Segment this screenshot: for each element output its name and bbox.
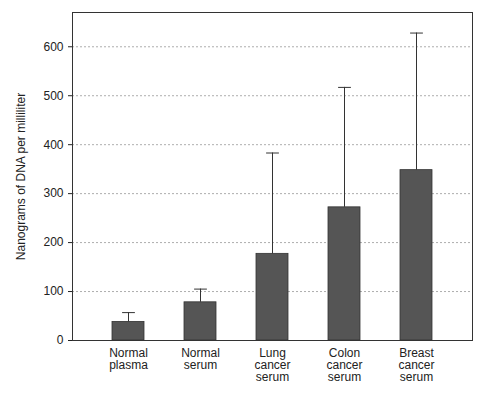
svg-text:Normalserum: Normalserum: [181, 346, 220, 372]
svg-text:Nanograms of DNA per millilite: Nanograms of DNA per milliliter: [14, 93, 28, 260]
svg-text:200: 200: [43, 235, 63, 249]
svg-text:Breastcancerserum: Breastcancerserum: [398, 346, 434, 384]
svg-text:600: 600: [43, 40, 63, 54]
svg-text:Lungcancerserum: Lungcancerserum: [254, 346, 290, 384]
svg-text:Coloncancerserum: Coloncancerserum: [326, 346, 362, 384]
svg-text:400: 400: [43, 138, 63, 152]
svg-text:500: 500: [43, 89, 63, 103]
svg-text:300: 300: [43, 186, 63, 200]
svg-text:0: 0: [57, 333, 64, 347]
svg-text:Normalplasma: Normalplasma: [109, 346, 148, 372]
svg-text:100: 100: [43, 284, 63, 298]
